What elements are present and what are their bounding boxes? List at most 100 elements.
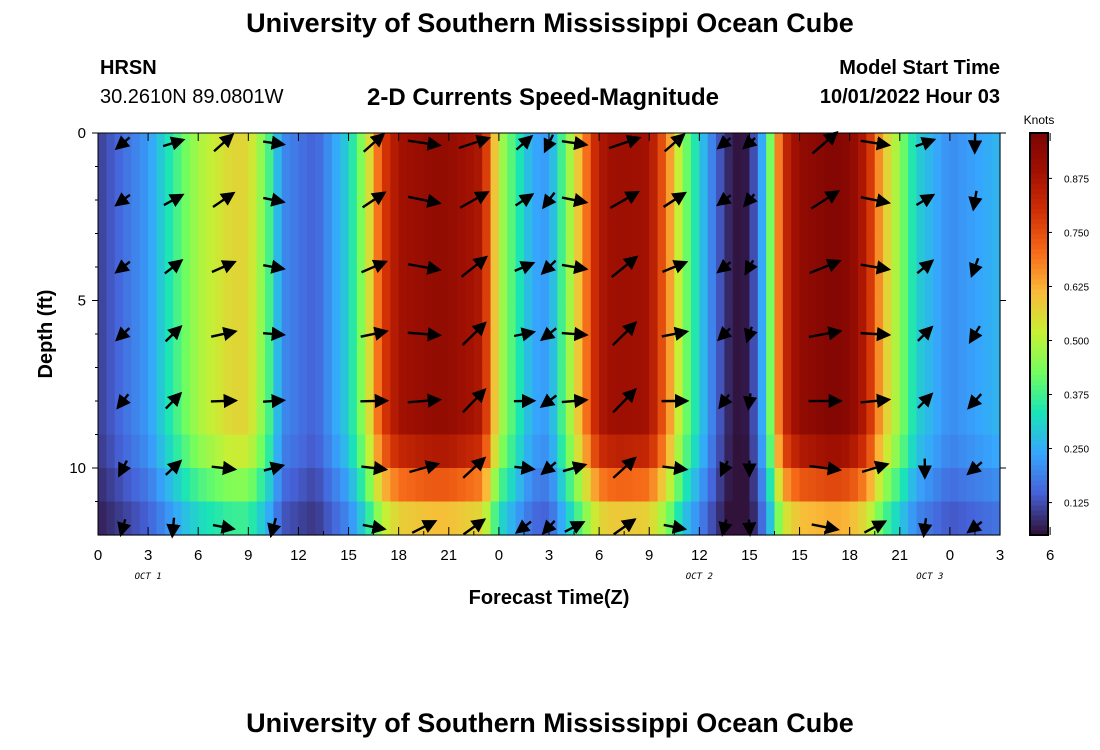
heatmap-cell <box>298 233 308 268</box>
heatmap-cell <box>674 233 684 268</box>
heatmap-cell <box>139 133 149 168</box>
heatmap-cell <box>849 133 859 168</box>
x-tick-label: 12 <box>691 547 708 564</box>
heatmap-cell <box>924 334 934 369</box>
heatmap-cell <box>231 334 241 369</box>
heatmap-cell <box>248 267 258 302</box>
heatmap-cell <box>991 200 1001 235</box>
heatmap-cell <box>782 300 792 335</box>
heatmap-cell <box>665 166 675 201</box>
heatmap-cell <box>281 200 291 235</box>
heatmap-cell <box>674 501 684 536</box>
heatmap-cell <box>265 200 274 235</box>
heatmap-cell <box>557 334 567 369</box>
heatmap-cell <box>356 166 366 201</box>
heatmap-cell <box>832 434 842 469</box>
heatmap-cell <box>223 133 233 168</box>
heatmap-cell <box>331 300 341 335</box>
heatmap-cell <box>916 200 926 235</box>
heatmap-cell <box>974 133 984 168</box>
heatmap-cell <box>482 367 492 402</box>
heatmap-cell <box>682 300 692 335</box>
heatmap-cell <box>724 468 734 503</box>
heatmap-cell <box>473 501 483 536</box>
heatmap-cell <box>908 233 918 268</box>
current-arrow <box>808 326 843 341</box>
heatmap-cell <box>440 200 450 235</box>
colorbar-segment <box>1030 213 1048 220</box>
current-arrow <box>810 190 841 210</box>
heatmap-cell <box>933 133 943 168</box>
heatmap-cell <box>348 133 358 168</box>
heatmap-cell <box>498 434 508 469</box>
heatmap-cell <box>465 468 475 503</box>
heatmap-cell <box>908 200 918 235</box>
heatmap-cell <box>290 468 300 503</box>
heatmap-cell <box>582 434 592 469</box>
heatmap-cell <box>899 133 909 168</box>
heatmap-cell <box>832 468 842 503</box>
heatmap-cell <box>699 401 709 436</box>
heatmap-cell <box>198 233 208 268</box>
heatmap-cell <box>231 133 241 168</box>
heatmap-cell <box>757 367 767 402</box>
heatmap-cell <box>214 468 224 503</box>
heatmap-cell <box>849 434 859 469</box>
heatmap-cell <box>164 434 174 469</box>
current-arrow <box>409 460 441 475</box>
footer-title: University of Southern Mississippi Ocean… <box>246 708 854 738</box>
heatmap-cell <box>265 267 274 302</box>
heatmap-cell <box>991 166 1001 201</box>
heatmap-cell <box>98 367 107 402</box>
heatmap-cell <box>206 334 216 369</box>
heatmap-cell <box>690 334 700 369</box>
heatmap-cell <box>139 300 149 335</box>
current-arrow <box>263 259 286 274</box>
heatmap-cell <box>331 200 341 235</box>
heatmap-cell <box>883 133 893 168</box>
heatmap-cell <box>649 233 659 268</box>
colorbar-segment <box>1030 369 1048 375</box>
heatmap-cell <box>649 200 659 235</box>
colorbar-segment <box>1030 273 1048 280</box>
heatmap-cell <box>214 501 224 536</box>
heatmap-cell <box>365 133 375 168</box>
heatmap-cell <box>131 133 141 168</box>
colorbar-segment <box>1030 514 1048 521</box>
colorbar-segment <box>1030 494 1048 501</box>
heatmap-cell <box>214 267 224 302</box>
heatmap-cell <box>206 267 216 302</box>
x-tick-label: 21 <box>440 547 457 564</box>
heatmap-cell <box>331 501 341 536</box>
x-tick-label: 0 <box>94 547 102 564</box>
heatmap-cell <box>123 166 133 201</box>
heatmap-cell <box>774 401 784 436</box>
heatmap-cell <box>941 334 951 369</box>
current-arrow <box>540 259 557 276</box>
heatmap-cell <box>866 401 876 436</box>
heatmap-cell <box>540 367 550 402</box>
colorbar-segment <box>1030 474 1048 481</box>
heatmap-cell <box>699 468 709 503</box>
heatmap-cell <box>407 233 416 268</box>
heatmap-cell <box>941 267 951 302</box>
heatmap-cell <box>799 401 809 436</box>
heatmap-cell <box>465 133 475 168</box>
heatmap-cell <box>741 367 751 402</box>
heatmap-cell <box>356 133 366 168</box>
heatmap-cell <box>924 468 934 503</box>
current-arrow <box>461 321 487 346</box>
heatmap-cell <box>156 501 166 536</box>
x-tick-label: 0 <box>495 547 503 564</box>
colorbar-segment <box>1030 173 1048 179</box>
heatmap-cell <box>273 200 283 235</box>
heatmap-cell <box>924 133 934 168</box>
heatmap-cell <box>933 367 943 402</box>
colorbar-segment <box>1030 278 1048 285</box>
current-arrow <box>918 518 933 539</box>
heatmap-cell <box>498 166 508 201</box>
heatmap-cell <box>415 133 425 168</box>
heatmap-cell <box>916 367 926 402</box>
heatmap-cell <box>916 468 926 503</box>
heatmap-cell <box>807 334 817 369</box>
